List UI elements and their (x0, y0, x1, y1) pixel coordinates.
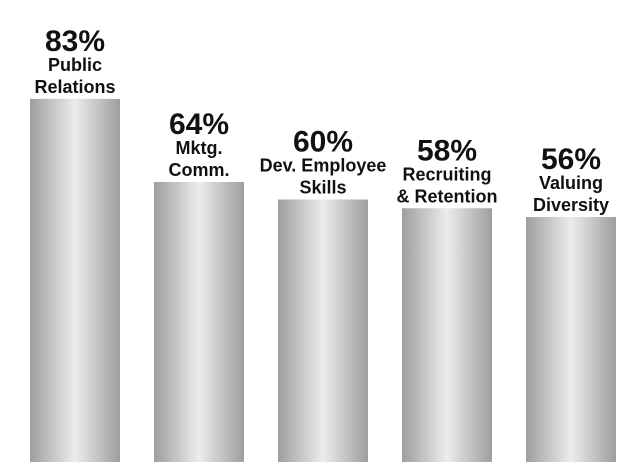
value-label-1: 64% (169, 108, 229, 141)
category-label-3-line-0: Recruiting (402, 164, 491, 184)
category-label-4-line-0: Valuing (539, 173, 603, 193)
category-label-3-line-1: & Retention (397, 186, 498, 206)
category-label-0-line-1: Relations (34, 77, 115, 97)
category-label-0-line-0: Public (48, 55, 102, 75)
bar-0 (30, 98, 120, 462)
category-label-2-line-0: Dev. Employee (260, 156, 387, 176)
bar-3 (402, 208, 492, 462)
bars-group (30, 98, 616, 462)
bar-4 (526, 217, 616, 462)
value-label-4: 56% (541, 143, 601, 176)
category-label-1-line-1: Comm. (168, 160, 229, 180)
category-label-2-line-1: Skills (299, 178, 346, 198)
category-label-1-line-0: Mktg. (176, 138, 223, 158)
bar-2 (278, 199, 368, 462)
category-label-4-line-1: Diversity (533, 195, 609, 215)
value-label-2: 60% (293, 126, 353, 159)
bar-1 (154, 182, 244, 462)
value-label-0: 83% (45, 25, 105, 58)
value-label-3: 58% (417, 134, 477, 167)
